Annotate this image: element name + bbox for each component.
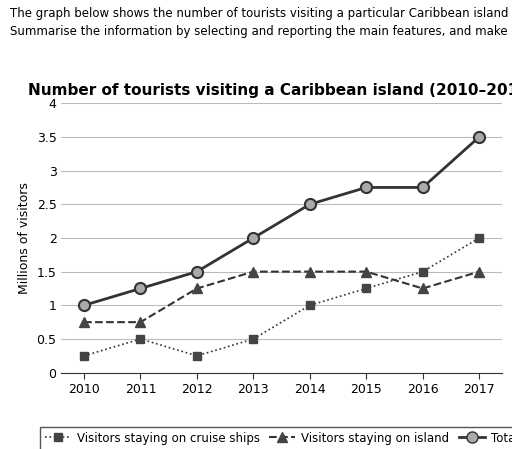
Legend: Visitors staying on cruise ships, Visitors staying on island, Total: Visitors staying on cruise ships, Visito… [40,427,512,449]
Text: The graph below shows the number of tourists visiting a particular Caribbean isl: The graph below shows the number of tour… [10,7,512,20]
Y-axis label: Millions of visitors: Millions of visitors [18,182,31,294]
Title: Number of tourists visiting a Caribbean island (2010–2017): Number of tourists visiting a Caribbean … [28,83,512,98]
Text: Summarise the information by selecting and reporting the main features, and make: Summarise the information by selecting a… [10,25,512,38]
